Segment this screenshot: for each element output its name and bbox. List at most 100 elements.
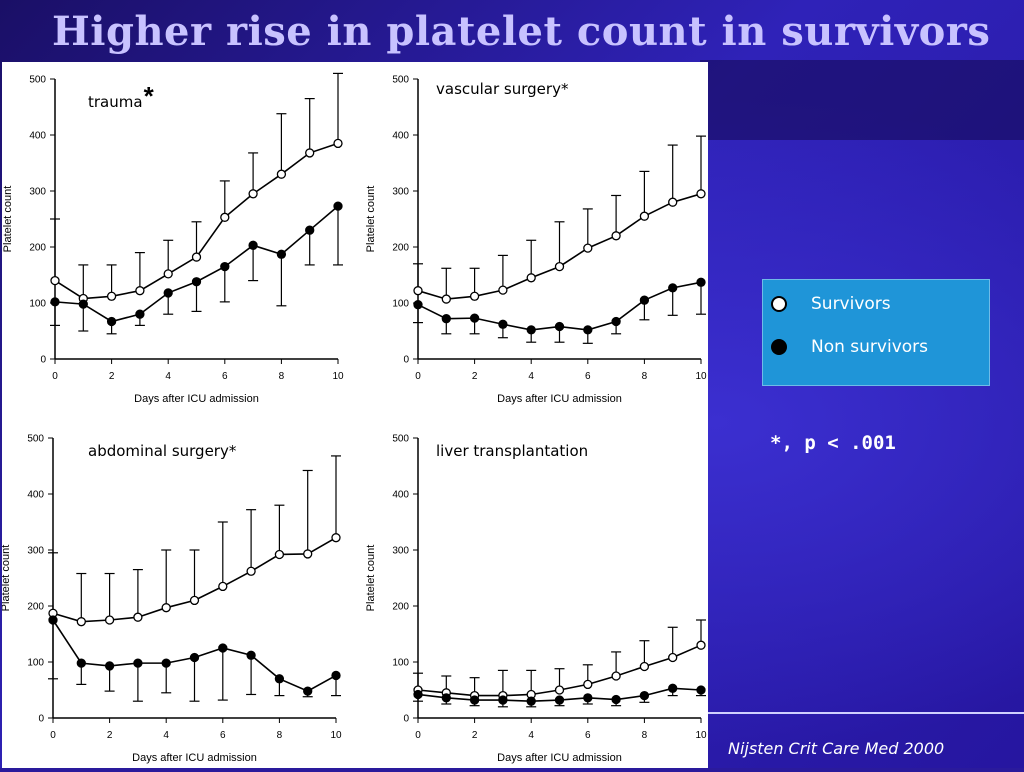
panel-1-non-survivors-point bbox=[248, 240, 258, 250]
panel-3-survivors-point bbox=[104, 615, 115, 625]
panel-3-x-tick-label: 6 bbox=[220, 730, 226, 741]
panel-4-non-survivors-point bbox=[413, 689, 423, 700]
panel-3-non-survivors-point bbox=[189, 652, 200, 663]
panel-1-non-survivors-point bbox=[276, 249, 287, 259]
panel-3-x-tick-label: 2 bbox=[107, 730, 113, 741]
panel-4-non-survivors-point bbox=[469, 695, 480, 705]
panel-4-y-tick-label: 500 bbox=[392, 434, 409, 445]
panel-2-x-tick-label: 4 bbox=[528, 371, 534, 382]
panel-1-non-survivors-point bbox=[191, 277, 202, 287]
panel-3-y-axis-label: Platelet count bbox=[2, 545, 12, 612]
panel-4-non-survivors-point bbox=[639, 690, 650, 701]
panel-4-x-tick-label: 6 bbox=[585, 730, 591, 741]
panel-3-survivors-point bbox=[303, 549, 313, 559]
panel-4-y-axis-label: Platelet count bbox=[365, 545, 377, 612]
panel-1-non-survivors-point bbox=[220, 261, 230, 272]
panel-1-survivors-point bbox=[276, 169, 287, 179]
panel-3-x-axis-label: Days after ICU admission bbox=[132, 752, 257, 764]
panel-2-non-survivors-point bbox=[611, 316, 621, 327]
panel-4-x-tick-label: 0 bbox=[415, 730, 421, 741]
panel-1-survivors-point bbox=[305, 148, 315, 158]
panel-3-survivors-point bbox=[246, 566, 256, 576]
panel-2-non-survivors-point bbox=[668, 283, 678, 293]
panel-3-non-survivors-point bbox=[246, 650, 256, 660]
panel-3-survivors-point bbox=[189, 595, 200, 606]
panel-2-x-axis-label: Days after ICU admission bbox=[497, 393, 622, 405]
panel-1-y-tick-label: 200 bbox=[29, 243, 46, 254]
panel-1-panel-label: trauma bbox=[88, 93, 143, 111]
panel-4-survivors-point bbox=[668, 652, 678, 663]
panel-2-survivors-point bbox=[639, 211, 650, 221]
panel-2-non-survivors-point bbox=[583, 325, 593, 335]
panel-1-x-axis-label: Days after ICU admission bbox=[134, 393, 259, 405]
panel-1-x-tick-label: 8 bbox=[279, 371, 285, 382]
panel-2-x-tick-label: 6 bbox=[585, 371, 591, 382]
panel-2-survivors-point bbox=[469, 291, 480, 301]
panel-2-y-tick-label: 0 bbox=[403, 355, 409, 366]
panel-3-survivors-point bbox=[218, 581, 228, 592]
panel-1-panel-label-asterisk: * bbox=[144, 81, 155, 111]
panel-2-non-survivors-point bbox=[498, 319, 508, 329]
panel-1-y-tick-label: 300 bbox=[29, 187, 46, 198]
panel-4-y-tick-label: 200 bbox=[392, 602, 409, 613]
footer-divider bbox=[700, 712, 1024, 714]
panel-2-y-axis-label: Platelet count bbox=[365, 186, 377, 253]
panel-4-y-tick-label: 300 bbox=[392, 546, 409, 557]
panel-1-y-tick-label: 100 bbox=[29, 299, 46, 310]
panel-2-panel-label: vascular surgery* bbox=[436, 80, 569, 98]
panel-2-x-tick-label: 0 bbox=[415, 371, 421, 382]
panel-1-y-tick-label: 400 bbox=[29, 131, 46, 142]
panel-4-non-survivors-point bbox=[498, 695, 508, 705]
panel-3-x-tick-label: 10 bbox=[330, 730, 342, 741]
panel-3-y-tick-label: 100 bbox=[27, 658, 44, 669]
panel-1-survivors-point bbox=[191, 252, 202, 262]
panel-4-non-survivors-point bbox=[441, 693, 451, 703]
panel-3-non-survivors-point bbox=[331, 670, 341, 681]
significance-note: *, p < .001 bbox=[770, 432, 896, 454]
panel-1-x-tick-label: 4 bbox=[165, 371, 171, 382]
legend-item-non-survivors: Non survivors bbox=[771, 337, 928, 357]
panel-1-x-tick-label: 10 bbox=[332, 371, 344, 382]
panel-4-x-tick-label: 4 bbox=[528, 730, 534, 741]
panel-2-survivors-point bbox=[526, 273, 536, 283]
chart-figure: 0 100 200 300 400 500 0 2 4 6 8 10 Days after ICU ad… bbox=[0, 62, 708, 768]
panel-2-y-tick-label: 100 bbox=[392, 299, 409, 310]
panel-3-non-survivors-point bbox=[303, 686, 313, 696]
panel-3-survivors-point bbox=[161, 603, 171, 613]
panel-4-panel-label: liver transplantation bbox=[436, 442, 588, 460]
panel-4-x-axis-label: Days after ICU admission bbox=[497, 752, 622, 764]
panel-1-x-tick-label: 2 bbox=[109, 371, 115, 382]
panel-4-y-tick-label: 400 bbox=[392, 490, 409, 501]
panel-4-non-survivors-point bbox=[611, 694, 621, 705]
panel-3-x-tick-label: 0 bbox=[50, 730, 56, 741]
open-circle-icon bbox=[771, 296, 787, 312]
panel-4-non-survivors-point bbox=[526, 696, 536, 706]
panel-1-survivors-point bbox=[248, 189, 258, 199]
panel-1-survivors-point bbox=[220, 212, 230, 222]
panel-3-survivors-point bbox=[274, 549, 285, 560]
panel-3-non-survivors-point bbox=[104, 661, 115, 671]
panel-4-x-tick-label: 2 bbox=[472, 730, 478, 741]
panel-4-non-survivors-point bbox=[583, 693, 593, 703]
panel-1-survivors-point bbox=[163, 269, 173, 279]
panel-1-y-tick-label: 0 bbox=[40, 355, 46, 366]
panel-2-x-tick-label: 8 bbox=[642, 371, 648, 382]
panel-3-non-survivors-point bbox=[274, 674, 285, 684]
legend-item-survivors: Survivors bbox=[771, 294, 891, 314]
filled-circle-icon bbox=[771, 339, 787, 355]
panel-3-y-tick-label: 200 bbox=[27, 602, 44, 613]
panel-4-survivors-point bbox=[554, 685, 565, 695]
panel-1-x-tick-label: 6 bbox=[222, 371, 228, 382]
panel-1-survivors-point bbox=[135, 286, 145, 296]
panel-4-x-tick-label: 10 bbox=[695, 730, 707, 741]
legend-box: Survivors Non survivors bbox=[762, 279, 990, 386]
panel-3-non-survivors-point bbox=[76, 658, 86, 668]
panel-4-y-tick-label: 100 bbox=[392, 658, 409, 669]
panel-2-non-survivors-point bbox=[441, 314, 451, 324]
panel-2-y-tick-label: 500 bbox=[392, 75, 409, 86]
panel-2-x-tick-label: 10 bbox=[695, 371, 707, 382]
panel-1-y-tick-label: 500 bbox=[29, 75, 46, 86]
panel-3-non-survivors-point bbox=[133, 658, 143, 668]
panel-2-non-survivors-point bbox=[554, 321, 565, 332]
panel-4-non-survivors-point bbox=[554, 695, 565, 705]
